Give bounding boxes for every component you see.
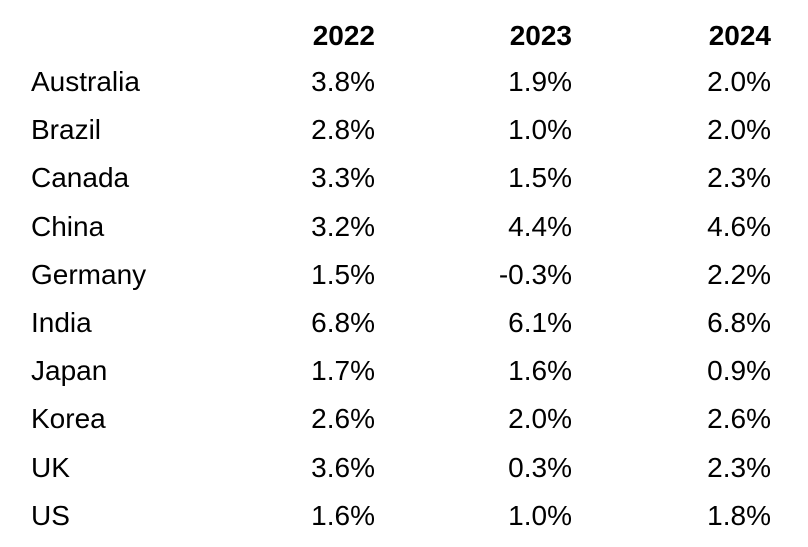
row-label-australia: Australia (31, 66, 140, 97)
table-cell-canada-2022: 3.3% (311, 162, 375, 193)
table-cell-uk-2023: 0.3% (508, 452, 572, 483)
table-cell-india-2024: 6.8% (707, 307, 771, 338)
column-header-2022: 2022 (312, 20, 375, 51)
row-label-canada: Canada (31, 162, 130, 193)
table-cell-china-2024: 4.6% (707, 211, 771, 242)
row-label-japan: Japan (31, 355, 108, 386)
table-cell-brazil-2024: 2.0% (707, 114, 771, 145)
table-cell-india-2022: 6.8% (311, 307, 375, 338)
row-label-brazil: Brazil (31, 114, 102, 145)
row-label-korea: Korea (31, 403, 106, 434)
table-cell-germany-2022: 1.5% (311, 259, 375, 290)
table-cell-germany-2023: -0.3% (498, 259, 572, 290)
row-label-us: US (31, 500, 70, 531)
table-cell-uk-2024: 2.3% (707, 452, 771, 483)
column-header-2023: 2023 (509, 20, 572, 51)
row-label-germany: Germany (31, 259, 147, 290)
row-label-china: China (31, 211, 105, 242)
row-label-uk: UK (31, 452, 70, 483)
table-cell-brazil-2022: 2.8% (311, 114, 375, 145)
table-cell-australia-2023: 1.9% (508, 66, 572, 97)
table-cell-korea-2024: 2.6% (707, 403, 771, 434)
table-cell-japan-2023: 1.6% (508, 355, 572, 386)
table-cell-japan-2024: 0.9% (707, 355, 771, 386)
table-cell-china-2023: 4.4% (508, 211, 572, 242)
table-cell-korea-2022: 2.6% (311, 403, 375, 434)
table-cell-canada-2023: 1.5% (508, 162, 572, 193)
table-cell-australia-2024: 2.0% (707, 66, 771, 97)
table-cell-australia-2022: 3.8% (311, 66, 375, 97)
row-label-india: India (31, 307, 92, 338)
table-cell-us-2023: 1.0% (508, 500, 572, 531)
table-cell-us-2024: 1.8% (707, 500, 771, 531)
table-cell-china-2022: 3.2% (311, 211, 375, 242)
table-cell-canada-2024: 2.3% (707, 162, 771, 193)
table-cell-korea-2023: 2.0% (508, 403, 572, 434)
table-cell-japan-2022: 1.7% (311, 355, 375, 386)
table-cell-germany-2024: 2.2% (707, 259, 771, 290)
table-cell-india-2023: 6.1% (508, 307, 572, 338)
column-header-2024: 2024 (708, 20, 771, 51)
table-cell-brazil-2023: 1.0% (508, 114, 572, 145)
table-cell-uk-2022: 3.6% (311, 452, 375, 483)
table-cell-us-2022: 1.6% (311, 500, 375, 531)
